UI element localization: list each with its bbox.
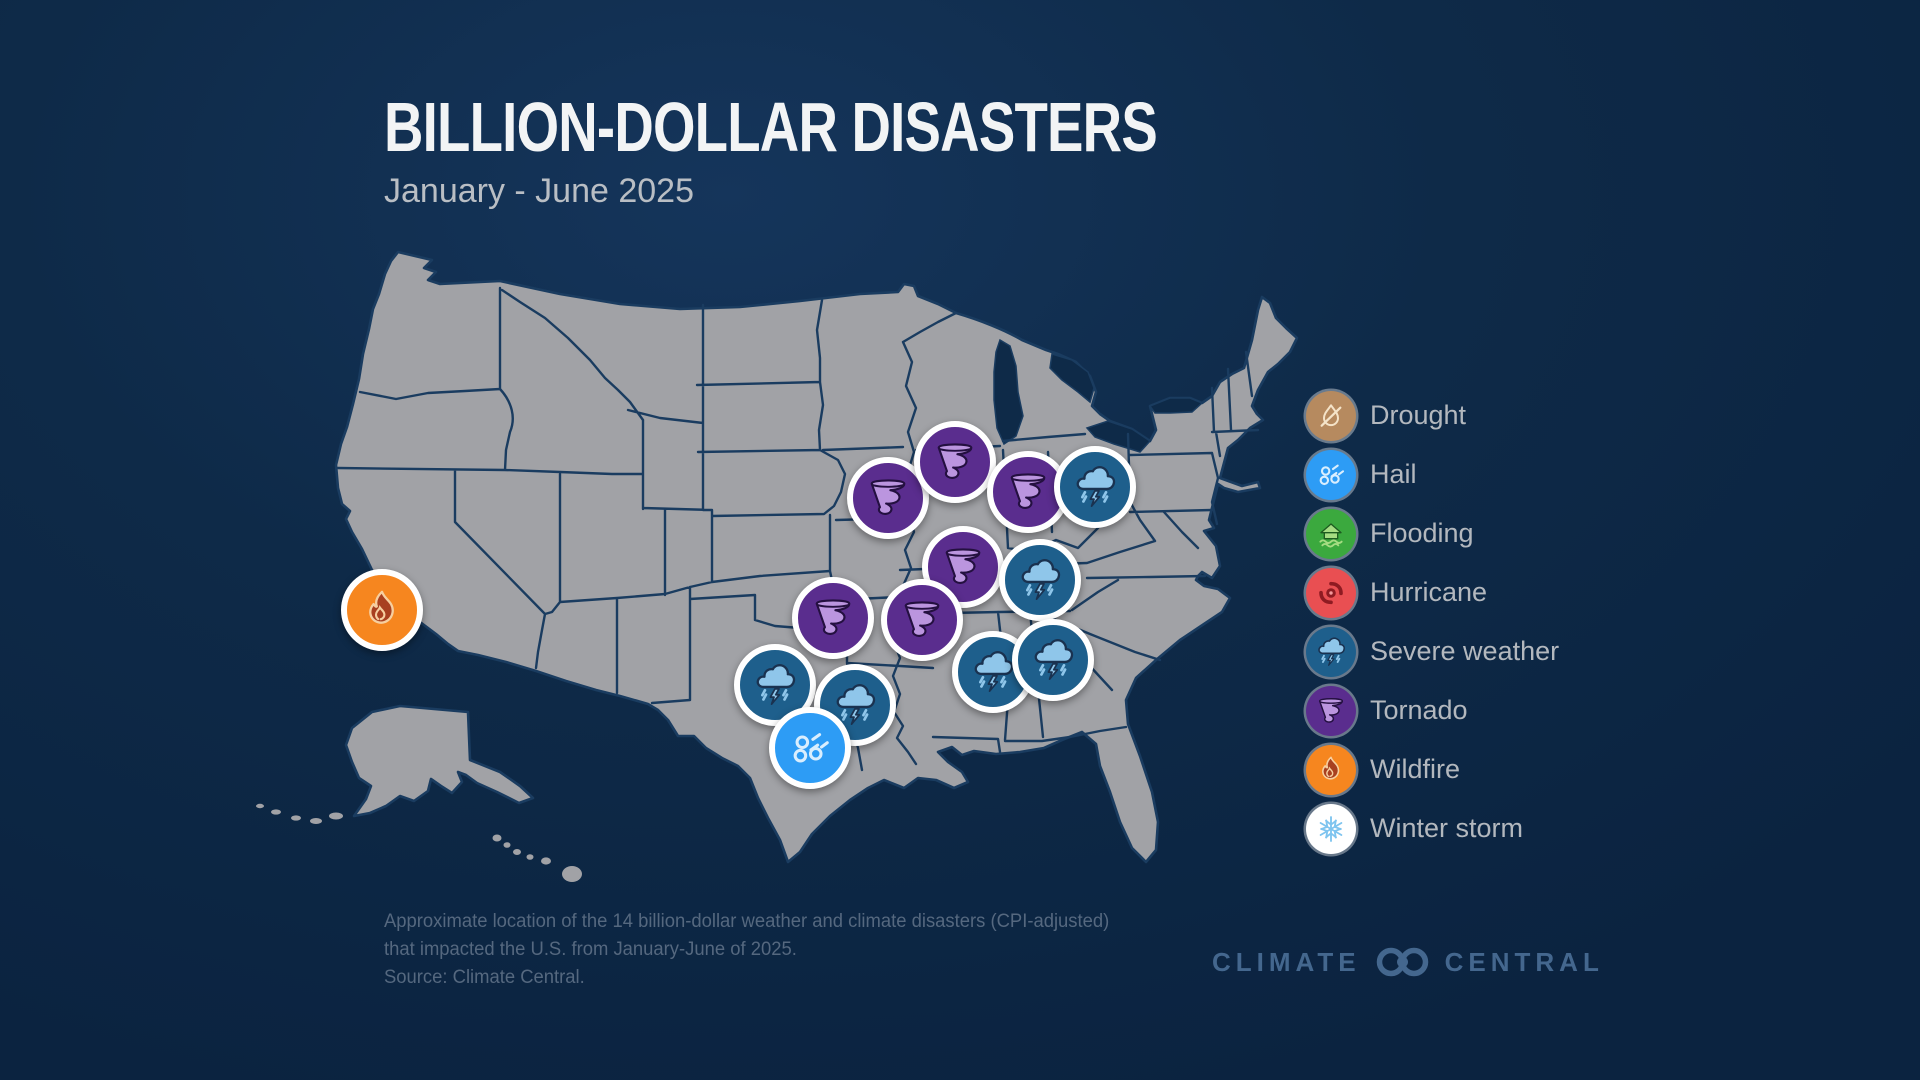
map-marker-wildfire	[341, 569, 423, 651]
legend-item-drought: Drought	[1306, 386, 1559, 445]
map-marker-hail	[769, 707, 851, 789]
cc-rings-icon	[1374, 944, 1432, 980]
severe-icon	[1072, 464, 1118, 510]
tornado-icon	[899, 597, 945, 643]
lake-ontario	[1148, 397, 1204, 414]
page-title: BILLION-DOLLAR DISASTERS	[384, 88, 1158, 166]
footnote-line: Approximate location of the 14 billion-d…	[384, 911, 1110, 932]
tornado-icon	[1005, 469, 1051, 515]
legend-item-winter: Winter storm	[1306, 799, 1559, 858]
footnote-line: Source: Climate Central.	[384, 967, 585, 988]
hawaii-islands	[492, 834, 582, 882]
lower48-landmass	[334, 250, 1299, 864]
header: BILLION-DOLLAR DISASTERS January - June …	[384, 92, 1375, 211]
map-marker-severe	[1012, 619, 1094, 701]
aleutian-islands	[256, 803, 343, 824]
legend-label: Tornado	[1370, 695, 1468, 725]
tornado-icon	[810, 595, 856, 641]
legend-item-wildfire: Wildfire	[1306, 740, 1559, 799]
map-marker-tornado	[792, 577, 874, 659]
map-marker-severe	[734, 644, 816, 726]
logo-text-right: CENTRAL	[1444, 946, 1604, 977]
severe-icon	[970, 649, 1016, 695]
tornado-icon	[932, 439, 978, 485]
wildfire-icon	[1306, 744, 1356, 795]
severe-icon	[832, 682, 878, 728]
severe-icon	[1017, 557, 1063, 603]
severe-icon	[1306, 626, 1356, 677]
legend-item-flooding: Flooding	[1306, 504, 1559, 563]
footnote: Approximate location of the 14 billion-d…	[384, 908, 1109, 992]
footnote-line: that impacted the U.S. from January-June…	[384, 939, 797, 960]
legend-label: Severe weather	[1370, 636, 1560, 666]
map-marker-severe	[999, 539, 1081, 621]
legend-label: Flooding	[1370, 518, 1474, 548]
map-marker-severe	[1054, 446, 1136, 528]
winter-icon	[1306, 803, 1356, 854]
hurricane-icon	[1306, 567, 1356, 618]
drought-icon	[1306, 390, 1356, 441]
legend-label: Drought	[1370, 400, 1467, 430]
legend-item-severe: Severe weather	[1306, 622, 1559, 681]
legend-label: Winter storm	[1370, 813, 1524, 843]
climate-central-logo: CLIMATE CENTRAL	[1212, 944, 1604, 980]
legend-label: Hurricane	[1370, 577, 1488, 607]
map-marker-tornado	[881, 579, 963, 661]
lake-huron	[1049, 353, 1095, 404]
legend-item-hail: Hail	[1306, 445, 1559, 504]
legend-label: Hail	[1370, 459, 1417, 489]
lake-erie	[1085, 420, 1152, 453]
legend: Drought Hail Flooding Hurricane Severe weath…	[1306, 386, 1559, 858]
page-subtitle: January - June 2025	[384, 172, 694, 210]
flooding-icon	[1306, 508, 1356, 559]
tornado-icon	[940, 544, 986, 590]
map-marker-tornado	[914, 421, 996, 503]
alaska-landmass	[344, 704, 535, 818]
hail-icon	[787, 725, 833, 771]
legend-item-tornado: Tornado	[1306, 681, 1559, 740]
severe-icon	[752, 662, 798, 708]
hail-icon	[1306, 449, 1356, 500]
tornado-icon	[865, 475, 911, 521]
legend-label: Wildfire	[1370, 754, 1461, 784]
tornado-icon	[1306, 685, 1356, 736]
wildfire-icon	[359, 587, 405, 633]
legend-item-hurricane: Hurricane	[1306, 563, 1559, 622]
logo-text-left: CLIMATE	[1212, 946, 1361, 977]
severe-icon	[1030, 637, 1076, 683]
